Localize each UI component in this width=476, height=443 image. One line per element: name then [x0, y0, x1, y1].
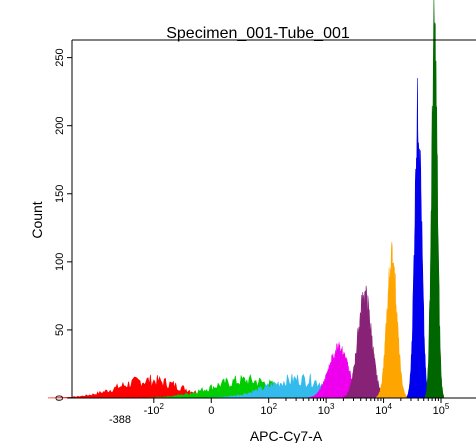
- x-tick-label: -388: [109, 414, 131, 426]
- histogram-series-7: [406, 77, 430, 399]
- histogram-series-6: [376, 242, 409, 399]
- x-tick-label: 105: [433, 402, 450, 417]
- x-axis-label: APC-Cy7-A: [250, 428, 323, 443]
- axes-layer: 0 50 100 150 200 250 -388 -102 0 102 103 104 105: [54, 39, 476, 426]
- x-tick-label: -102: [144, 402, 165, 417]
- histogram-series-5: [342, 285, 388, 399]
- y-tick-label: 50: [54, 324, 66, 336]
- y-tick-label: 150: [54, 185, 66, 203]
- chart-title: Specimen_001-Tube_001: [166, 25, 350, 42]
- y-tick-label: 0: [54, 395, 66, 401]
- y-tick-label: 250: [54, 48, 66, 66]
- x-tick-label: 0: [208, 405, 214, 417]
- y-axis-label: Count: [29, 201, 45, 238]
- y-tick-label: 200: [54, 117, 66, 135]
- series-layer: [47, 0, 445, 399]
- histogram-series-8: [425, 0, 445, 399]
- x-tick-label: 102: [260, 402, 277, 417]
- x-tick-label: 104: [375, 402, 392, 417]
- x-tick-label: 103: [318, 402, 335, 417]
- y-tick-label: 100: [54, 253, 66, 271]
